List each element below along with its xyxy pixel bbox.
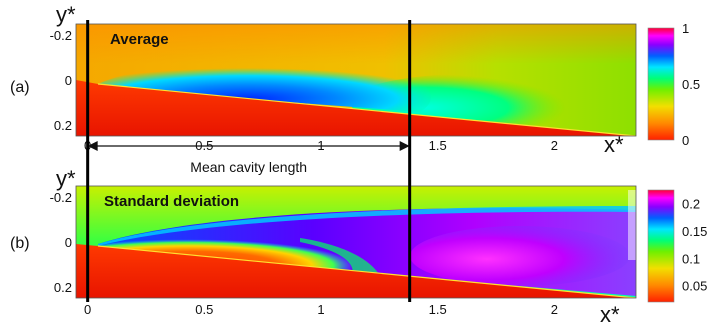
x-tick-label: 1.5	[429, 138, 447, 153]
panel-a-label: (a)	[10, 79, 30, 96]
y-tick-label: 0.2	[54, 118, 72, 133]
panel-b-y-ticks: -0.2 0 0.2	[50, 190, 72, 295]
y-tick-label: 0	[65, 235, 72, 250]
panel-a-colorbar-ticks: 10.50	[682, 21, 700, 148]
panel-b-wake	[410, 226, 630, 286]
panel-b-x-axis-label: x*	[600, 302, 620, 327]
x-tick-label: 1.5	[429, 302, 447, 317]
y-tick-label: 0	[65, 73, 72, 88]
panel-b-title: Standard deviation	[104, 193, 239, 210]
x-tick-label: 1	[317, 302, 324, 317]
panel-b-colorbar	[647, 189, 675, 303]
y-tick-label: -0.2	[50, 190, 72, 205]
cavity-length-arrow-head-left	[87, 141, 98, 151]
panel-a-freestream	[76, 24, 636, 64]
colorbar-tick-label: 0.5	[682, 77, 700, 92]
x-tick-label: 0	[84, 302, 91, 317]
colorbar-tick-label: 0	[682, 133, 689, 148]
top-x-axis-label: x*	[604, 132, 624, 157]
cavity-length-label: Mean cavity length	[190, 159, 307, 175]
panel-a-y-ticks: -0.2 0 0.2	[50, 28, 72, 133]
panel-b-core-ring	[300, 238, 380, 278]
panel-b-colorbar-ticks: 0.2 0.15 0.1 0.05	[682, 197, 707, 294]
x-tick-label: 2	[551, 302, 558, 317]
panel-a-wall	[76, 80, 636, 136]
cavity-length-arrow-head-right	[399, 141, 410, 151]
colorbar-tick-label: 0.2	[682, 197, 700, 212]
colorbar-tick-label: 0.15	[682, 224, 707, 239]
panel-b-right-edge	[628, 190, 636, 260]
colorbar-tick-label: 0.1	[682, 251, 700, 266]
panel-a-y-axis-label: y*	[56, 2, 76, 27]
cavity-length-annotation: Mean cavity length	[87, 141, 410, 175]
panel-a-field	[76, 24, 636, 136]
y-tick-label: -0.2	[50, 28, 72, 43]
x-tick-label: 2	[551, 138, 558, 153]
y-tick-label: 0.2	[54, 280, 72, 295]
x-tick-label: 0.5	[195, 302, 213, 317]
panel-b-frame	[75, 185, 637, 299]
panel-a: (a) Average y* -0.2 0 0.2 0 0.5 1 1.5 2 10.50	[10, 2, 700, 153]
panel-b-label: (b)	[10, 235, 30, 252]
panel-a-colorbar	[647, 27, 675, 141]
panel-b-shear-band	[98, 206, 636, 246]
colorbar-tick-label: 1	[682, 21, 689, 36]
panel-a-cavity	[98, 60, 431, 112]
panel-b-y-axis-label: y*	[56, 166, 76, 191]
panel-b-x-ticks: 0 0.5 1 1.5 2	[84, 302, 558, 317]
panel-b-wall-edge	[97, 245, 636, 298]
panel-b-field	[76, 186, 636, 298]
panel-a-wall-edge	[97, 83, 636, 136]
colorbar-tick-label: 0.05	[682, 279, 707, 294]
panel-a-title: Average	[110, 31, 169, 48]
panel-a-frame	[75, 23, 637, 137]
